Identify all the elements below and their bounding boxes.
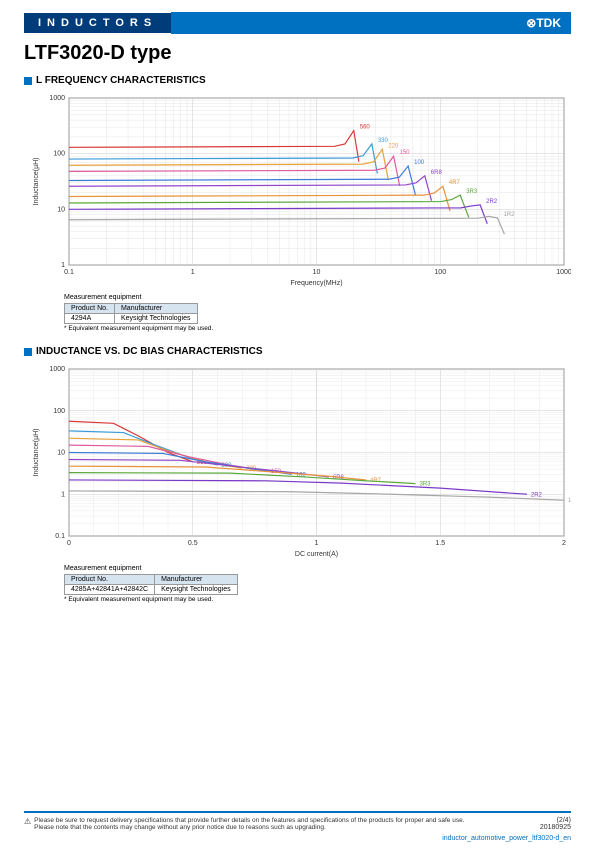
header-bar: INDUCTORS ⊗TDK: [24, 12, 571, 34]
svg-text:100: 100: [414, 160, 425, 166]
svg-text:100: 100: [53, 151, 65, 158]
footer-date: 20180925: [540, 824, 571, 831]
svg-text:1R2: 1R2: [503, 212, 515, 218]
header-category: INDUCTORS: [24, 13, 171, 33]
chart-dcbias-svg: 0 0.5 1 1.5 2 0.1 1 10 100 1000 DC current(A) Induc…: [24, 361, 571, 561]
chart-dcbias: 0 0.5 1 1.5 2 0.1 1 10 100 1000 DC current(A) Induc…: [24, 361, 571, 561]
svg-text:1: 1: [315, 540, 319, 547]
footer-page: (2/4): [540, 817, 571, 824]
svg-text:330: 330: [378, 138, 389, 144]
svg-text:DC current(A): DC current(A): [295, 551, 338, 558]
svg-text:0.1: 0.1: [64, 269, 74, 276]
svg-text:6R8: 6R8: [431, 170, 443, 176]
svg-text:10: 10: [57, 450, 65, 457]
section-lfreq: L FREQUENCY CHARACTERISTICS 0.1110100100…: [24, 75, 571, 332]
svg-text:1: 1: [61, 491, 65, 498]
svg-text:3R3: 3R3: [466, 189, 478, 195]
svg-text:Inductance(µH): Inductance(µH): [33, 429, 40, 477]
svg-text:560: 560: [360, 125, 371, 131]
square-bullet-icon: [24, 348, 32, 356]
td-mfr: Keysight Technologies: [155, 585, 238, 595]
section-heading-dcbias: INDUCTANCE VS. DC BIAS CHARACTERISTICS: [24, 346, 571, 357]
section-dcbias: INDUCTANCE VS. DC BIAS CHARACTERISTICS 0…: [24, 346, 571, 603]
th-product: Product No.: [65, 575, 155, 585]
td-mfr: Keysight Technologies: [114, 314, 197, 324]
svg-text:1: 1: [61, 262, 65, 269]
th-product: Product No.: [65, 304, 115, 314]
square-bullet-icon: [24, 77, 32, 85]
chart-lfreq-svg: 0.111010010001101001000Frequency(MHz)Ind…: [24, 90, 571, 290]
svg-text:Inductance(µH): Inductance(µH): [33, 158, 40, 206]
header-brand: ⊗TDK: [171, 12, 571, 34]
svg-text:4R7: 4R7: [449, 180, 461, 186]
svg-text:1R2: 1R2: [568, 498, 571, 504]
td-product: 4294A: [65, 314, 115, 324]
footer-warn-line1: Please be sure to request delivery speci…: [34, 817, 464, 824]
section-heading-lfreq: L FREQUENCY CHARACTERISTICS: [24, 75, 571, 86]
warning-icon: ⚠: [24, 817, 31, 831]
footer-rule: [24, 811, 571, 813]
svg-text:0.1: 0.1: [55, 533, 65, 540]
meas-note-1: * Equivalent measurement equipment may b…: [64, 325, 571, 332]
meas-caption: Measurement equipment: [64, 565, 238, 574]
footer: ⚠ Please be sure to request delivery spe…: [24, 811, 571, 842]
svg-text:1000: 1000: [49, 366, 65, 373]
page-title: LTF3020-D type: [24, 42, 571, 65]
svg-text:1.5: 1.5: [435, 540, 445, 547]
svg-text:0.5: 0.5: [188, 540, 198, 547]
meas-note-2: * Equivalent measurement equipment may b…: [64, 596, 571, 603]
section-heading-text: INDUCTANCE VS. DC BIAS CHARACTERISTICS: [36, 346, 263, 357]
svg-text:1: 1: [191, 269, 195, 276]
meas-caption: Measurement equipment: [64, 294, 198, 303]
meas-table-1: Measurement equipment Product No.Manufac…: [64, 294, 198, 324]
svg-text:10: 10: [57, 206, 65, 213]
svg-text:220: 220: [388, 143, 399, 149]
section-heading-text: L FREQUENCY CHARACTERISTICS: [36, 75, 206, 86]
svg-text:0: 0: [67, 540, 71, 547]
svg-text:1000: 1000: [49, 95, 65, 102]
svg-text:Frequency(MHz): Frequency(MHz): [290, 280, 342, 287]
svg-text:100: 100: [434, 269, 446, 276]
svg-text:2R2: 2R2: [531, 492, 543, 498]
svg-text:2: 2: [562, 540, 566, 547]
chart-lfreq: 0.111010010001101001000Frequency(MHz)Ind…: [24, 90, 571, 290]
svg-text:100: 100: [53, 408, 65, 415]
th-mfr: Manufacturer: [114, 304, 197, 314]
svg-text:150: 150: [400, 150, 411, 156]
th-mfr: Manufacturer: [155, 575, 238, 585]
td-product: 4285A+42841A+42842C: [65, 585, 155, 595]
footer-doc-id: inductor_automotive_power_ltf3020-d_en: [24, 835, 571, 842]
meas-table-2: Measurement equipment Product No.Manufac…: [64, 565, 238, 595]
svg-text:1000: 1000: [556, 269, 571, 276]
footer-warning: ⚠ Please be sure to request delivery spe…: [24, 817, 465, 831]
footer-warn-line2: Please note that the contents may change…: [34, 824, 464, 831]
svg-text:10: 10: [313, 269, 321, 276]
svg-text:2R2: 2R2: [486, 199, 498, 205]
